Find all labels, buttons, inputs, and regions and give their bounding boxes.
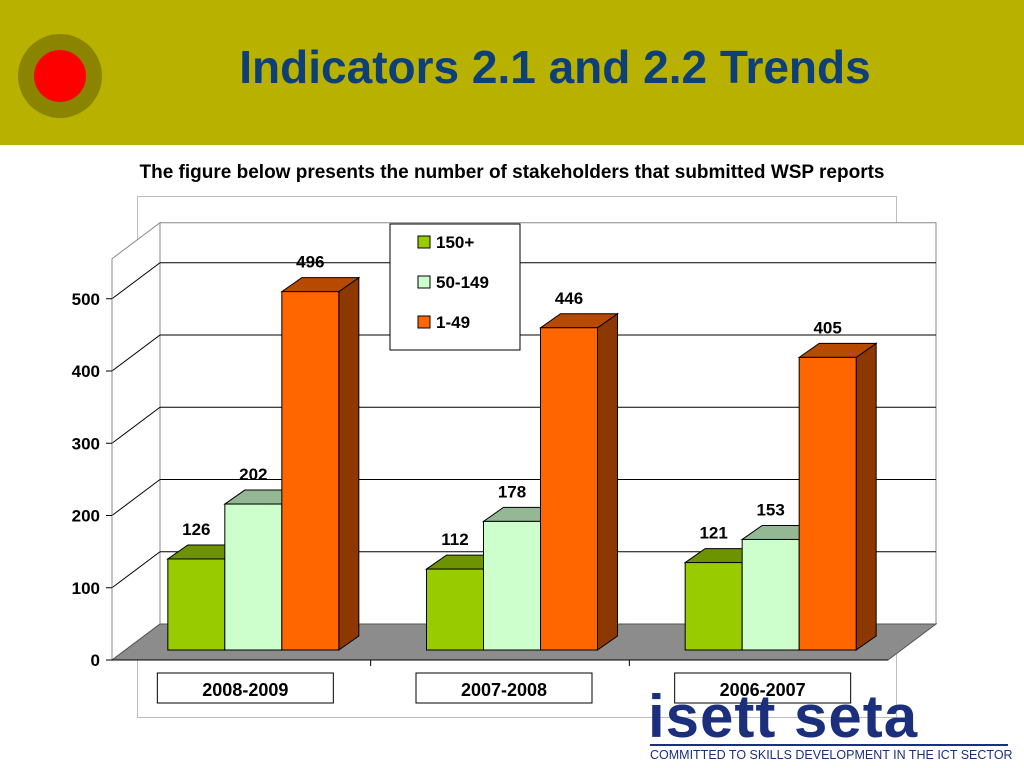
logo-wordmark: isett seta bbox=[648, 683, 919, 750]
logo: isett seta COMMITTED TO SKILLS DEVELOPME… bbox=[648, 683, 1013, 766]
red-dot-icon bbox=[34, 50, 86, 102]
bar bbox=[540, 327, 598, 651]
legend-swatch bbox=[417, 235, 431, 249]
bar bbox=[741, 538, 800, 651]
bar bbox=[483, 520, 541, 651]
gridline-side bbox=[111, 262, 161, 300]
bar bbox=[167, 558, 226, 651]
data-label: 446 bbox=[555, 289, 583, 308]
y-tick-label: 300 bbox=[72, 434, 100, 453]
y-tick-label: 200 bbox=[72, 507, 100, 526]
category-box bbox=[156, 672, 334, 704]
x-tick-label: 2008-2009 bbox=[202, 680, 288, 700]
gridline-side bbox=[111, 406, 161, 444]
data-label: 112 bbox=[441, 530, 468, 549]
gridline-side bbox=[111, 479, 161, 516]
legend-label: 1-49 bbox=[436, 313, 470, 332]
bar-side bbox=[855, 342, 877, 651]
x-tick-label: 2006-2007 bbox=[720, 680, 806, 700]
logo-divider bbox=[650, 744, 1008, 746]
bar-side bbox=[597, 312, 618, 651]
legend bbox=[389, 223, 521, 351]
category-box bbox=[674, 672, 852, 704]
legend-swatch bbox=[417, 275, 431, 289]
slide-title: Indicators 2.1 and 2.2 Trends bbox=[239, 41, 871, 93]
data-label: 121 bbox=[699, 524, 727, 543]
bar bbox=[798, 356, 857, 651]
legend-swatch bbox=[417, 315, 431, 329]
data-label: 153 bbox=[756, 500, 784, 519]
gridline-side bbox=[111, 334, 161, 372]
category-box bbox=[415, 672, 593, 704]
y-tick-label: 400 bbox=[72, 362, 100, 381]
bar-side bbox=[338, 276, 360, 651]
logo-tagline: COMMITTED TO SKILLS DEVELOPMENT IN THE I… bbox=[650, 748, 1013, 762]
y-tick-label: 0 bbox=[91, 651, 100, 670]
y-tick-label: 100 bbox=[72, 579, 100, 598]
legend-label: 50-149 bbox=[436, 273, 489, 292]
bar bbox=[281, 291, 340, 651]
bar bbox=[684, 562, 743, 651]
gridline-side bbox=[111, 551, 161, 589]
data-label: 178 bbox=[498, 482, 526, 501]
title-banner bbox=[0, 0, 1024, 145]
data-label: 405 bbox=[813, 318, 841, 337]
slide-subtitle: The figure below presents the number of … bbox=[139, 162, 885, 183]
legend-label: 150+ bbox=[436, 233, 474, 252]
y-tick-label: 500 bbox=[72, 290, 100, 309]
side-wall bbox=[111, 221, 161, 661]
data-label: 202 bbox=[239, 465, 267, 484]
data-label: 126 bbox=[182, 520, 210, 539]
x-tick-label: 2007-2008 bbox=[461, 680, 547, 700]
bar bbox=[224, 503, 283, 651]
bar bbox=[426, 568, 484, 651]
data-label: 496 bbox=[296, 253, 324, 272]
